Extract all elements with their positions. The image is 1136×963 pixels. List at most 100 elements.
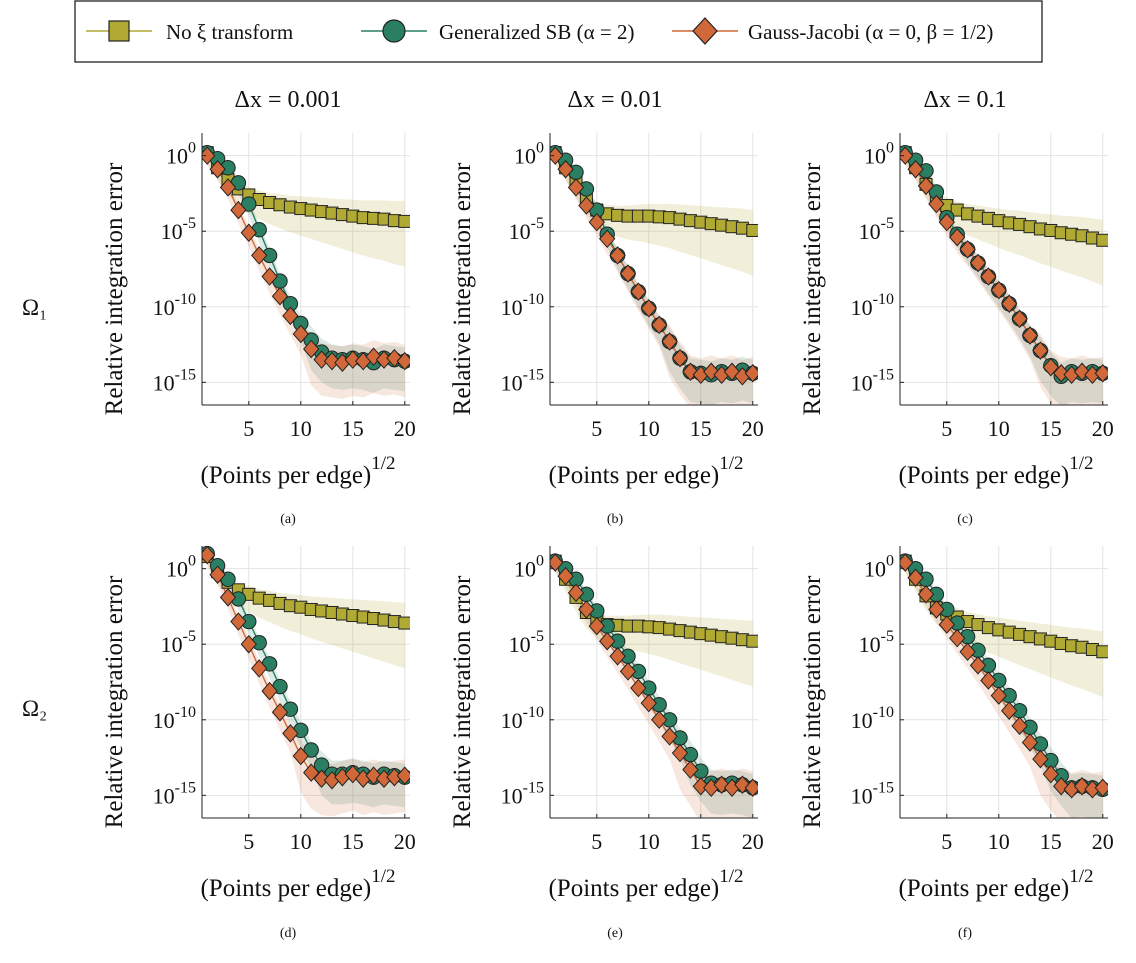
x-tick-label: 20 (742, 829, 764, 854)
marker-generalized-sb (241, 196, 257, 212)
marker-gauss-jacobi (313, 350, 330, 369)
marker-gauss-jacobi (303, 339, 320, 359)
marker-gauss-jacobi (1011, 309, 1028, 329)
marker-no-transform (398, 616, 410, 630)
marker-gauss-jacobi (1073, 362, 1091, 382)
marker-gauss-jacobi (323, 351, 341, 371)
marker-gauss-jacobi (313, 769, 330, 788)
x-tick-label: 20 (1092, 829, 1114, 854)
marker-gauss-jacobi (928, 600, 945, 619)
panels: 5 10 15 20 100 10-5 10-10 10-15 Relative integra… (101, 133, 1114, 941)
marker-gauss-jacobi (744, 778, 758, 798)
marker-gauss-jacobi (1001, 294, 1018, 314)
x-axis-label: (Points per edge)1/2 (200, 866, 395, 902)
marker-gauss-jacobi (734, 775, 751, 795)
marker-gauss-jacobi (990, 280, 1007, 300)
x-tick-label: 10 (290, 829, 312, 854)
x-tick-label: 10 (638, 829, 660, 854)
marker-gauss-jacobi (1042, 357, 1059, 377)
marker-gauss-jacobi (671, 348, 689, 368)
y-tick-label: 10-15 (851, 366, 894, 395)
y-tick-label: 10-15 (153, 779, 196, 808)
y-tick-label: 100 (514, 553, 544, 582)
y-axis-label: Relative integration error (799, 162, 826, 415)
marker-gauss-jacobi (599, 631, 616, 651)
x-tick-label: 10 (638, 416, 660, 441)
marker-gauss-jacobi (671, 743, 689, 763)
marker-gauss-jacobi (578, 196, 595, 215)
marker-gauss-jacobi (682, 760, 699, 779)
marker-gauss-jacobi (609, 647, 626, 666)
marker-gauss-jacobi (661, 332, 678, 351)
marker-gauss-jacobi (1021, 733, 1039, 752)
x-tick-label: 20 (394, 416, 416, 441)
marker-gauss-jacobi (928, 194, 945, 214)
marker-gauss-jacobi (219, 178, 237, 197)
marker-gauss-jacobi (907, 568, 924, 587)
marker-gauss-jacobi (292, 324, 309, 344)
legend-marker-square (108, 20, 130, 42)
marker-gauss-jacobi (1073, 777, 1091, 796)
y-tick-label: 10-5 (509, 628, 544, 657)
marker-gauss-jacobi (261, 267, 278, 286)
series-layer (550, 144, 758, 405)
marker-gauss-jacobi (396, 766, 410, 785)
x-tick-label: 15 (1040, 416, 1062, 441)
x-tick-label: 5 (591, 416, 602, 441)
panel-4: 5 10 15 20 100 10-5 10-10 10-15 Relative integra… (101, 546, 416, 902)
y-tick-label: 10-10 (501, 291, 544, 320)
y-tick-label: 10-5 (161, 628, 196, 657)
marker-gauss-jacobi (1042, 764, 1059, 784)
marker-gauss-jacobi (619, 662, 637, 681)
x-tick-label: 20 (742, 416, 764, 441)
marker-gauss-jacobi (567, 178, 585, 197)
column-title-2: Δx = 0.01 (568, 87, 663, 113)
legend-label-generalized-sb: Generalized SB (α = 2) (439, 20, 634, 44)
y-tick-label: 100 (166, 140, 196, 169)
marker-no-transform (1096, 233, 1108, 247)
marker-gauss-jacobi (230, 612, 247, 631)
legend-box (74, 0, 1043, 63)
marker-gauss-jacobi (640, 299, 657, 318)
marker-gauss-jacobi (949, 228, 966, 247)
x-axis-label: (Points per edge)1/2 (898, 453, 1093, 489)
x-tick-label: 5 (941, 416, 952, 441)
marker-gauss-jacobi (240, 223, 257, 242)
x-tick-label: 5 (941, 829, 952, 854)
marker-gauss-jacobi (969, 253, 987, 273)
marker-gauss-jacobi (230, 200, 247, 220)
marker-gauss-jacobi (578, 600, 595, 619)
y-tick-label: 10-10 (851, 291, 894, 320)
x-tick-label: 5 (243, 416, 254, 441)
column-title-3: Δx = 0.1 (924, 87, 1007, 113)
marker-gauss-jacobi (271, 286, 289, 306)
x-axis-label: (Points per edge)1/2 (548, 866, 743, 902)
marker-gauss-jacobi (609, 246, 626, 265)
subplot-label: (d) (280, 926, 297, 941)
marker-gauss-jacobi (261, 681, 278, 701)
marker-gauss-jacobi (344, 764, 361, 784)
marker-gauss-jacobi (292, 746, 309, 766)
marker-gauss-jacobi (630, 282, 647, 301)
y-tick-label: 100 (166, 553, 196, 582)
marker-no-transform (1096, 645, 1108, 659)
marker-gauss-jacobi (1011, 716, 1028, 736)
marker-gauss-jacobi (588, 212, 605, 232)
x-axis-label: (Points per edge)1/2 (898, 866, 1093, 902)
y-tick-label: 10-15 (501, 779, 544, 808)
column-title-1: Δx = 0.001 (235, 87, 342, 113)
marker-gauss-jacobi (567, 583, 585, 603)
marker-gauss-jacobi (969, 656, 987, 675)
marker-gauss-jacobi (907, 160, 924, 179)
x-tick-label: 10 (290, 416, 312, 441)
legend-marker-circle (382, 19, 406, 43)
x-tick-label: 10 (988, 829, 1010, 854)
y-axis-label: Relative integration error (449, 162, 476, 415)
subplot-label: (a) (280, 512, 296, 527)
marker-gauss-jacobi (630, 678, 647, 698)
marker-gauss-jacobi (651, 710, 668, 730)
marker-gauss-jacobi (251, 246, 268, 265)
y-axis-label: Relative integration error (101, 575, 128, 828)
y-tick-label: 10-10 (851, 704, 894, 733)
